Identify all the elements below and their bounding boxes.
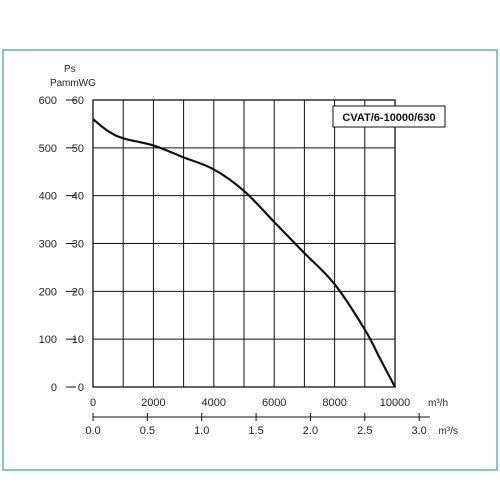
model-label-box (332, 105, 446, 128)
x-top-unit: m³/h (428, 398, 448, 409)
y-left-tick-label: 300 (39, 239, 57, 251)
x-top-tick-label: 4000 (202, 397, 226, 409)
curve-layer (92, 118, 396, 388)
x-bottom-tick-label: 2.5 (357, 425, 372, 437)
y-left-tick-label: 0 (51, 382, 57, 394)
y-right-tick-label: 50 (72, 143, 84, 155)
x-bottom-tick-label: 1.0 (194, 425, 209, 437)
x-top-tick-label: 6000 (262, 397, 286, 409)
x-bottom-tick-label: 0.0 (85, 425, 100, 437)
plot-border (92, 99, 396, 388)
y-left-tick-label: 500 (39, 143, 57, 155)
y-right-tick-label: 30 (72, 239, 84, 251)
x-bottom-unit: m³/s (439, 426, 458, 437)
x-bottom-tick-label: 3.0 (412, 425, 427, 437)
x-top-tick-label: 2000 (141, 397, 165, 409)
x-bottom-tick-label: 2.0 (303, 425, 318, 437)
x-top-tick-label: 8000 (322, 397, 346, 409)
y-right-label: Ps (64, 64, 76, 75)
x-top-tick-label: 10000 (380, 397, 411, 409)
x-bottom-tick-label: 1.5 (248, 425, 263, 437)
y-left-unit: Pa (50, 78, 63, 89)
y-left-tick-label: 100 (39, 334, 57, 346)
y-right-tick-label: 40 (72, 191, 84, 203)
y-right-tick-label: 0 (78, 382, 84, 394)
y-right-tick-label: 60 (72, 95, 84, 107)
y-left-tick-label: 200 (39, 286, 57, 298)
y-right-tick-label: 10 (72, 334, 84, 346)
x-bottom-tick-label: 0.5 (140, 425, 155, 437)
x-top-tick-label: 0 (90, 397, 96, 409)
y-left-tick-label: 400 (39, 191, 57, 203)
outer-frame (2, 49, 498, 471)
grid-layer (93, 100, 395, 387)
y-left-tick-label: 600 (39, 95, 57, 107)
model-label: CVAT/6-10000/630 (342, 112, 435, 124)
y-right-unit: mmWG (62, 78, 96, 89)
y-right-tick-label: 20 (72, 286, 84, 298)
fan-curve-line (92, 118, 396, 388)
